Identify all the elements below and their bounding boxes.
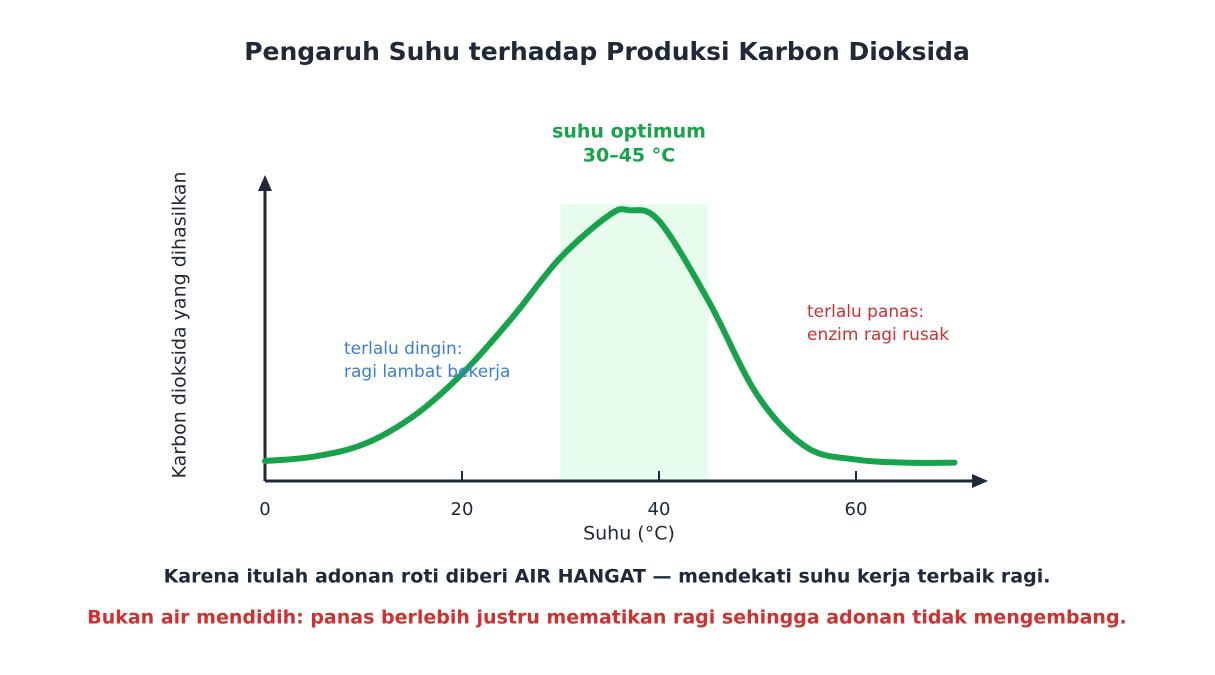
x-tick-label: 20 — [451, 499, 474, 520]
chart-title: Pengaruh Suhu terhadap Produksi Karbon D… — [244, 37, 970, 66]
optimum-band — [560, 204, 709, 481]
x-tick-label: 0 — [259, 499, 270, 520]
x-tick-label: 40 — [648, 499, 671, 520]
annotation: enzim ragi rusak — [807, 325, 949, 345]
annotation: 30–45 °C — [583, 145, 675, 167]
annotation: terlalu panas: — [807, 302, 924, 322]
x-axis-label: Suhu (°C) — [583, 523, 675, 545]
y-axis-label: Karbon dioksida yang dihasilkan — [169, 171, 191, 478]
data-line — [262, 206, 958, 466]
x-tick-label: 60 — [845, 499, 868, 520]
y-axis-arrow — [258, 175, 272, 191]
note: Bukan air mendidih: panas berlebih justr… — [87, 607, 1127, 629]
x-axis-arrow — [972, 474, 989, 488]
annotation: terlalu dingin: — [344, 339, 462, 359]
annotation: suhu optimum — [552, 121, 706, 143]
annotation: ragi lambat bekerja — [344, 362, 510, 382]
note: Karena itulah adonan roti diberi AIR HAN… — [164, 566, 1051, 588]
plot-area: 0 20 40 60 — [258, 175, 989, 520]
